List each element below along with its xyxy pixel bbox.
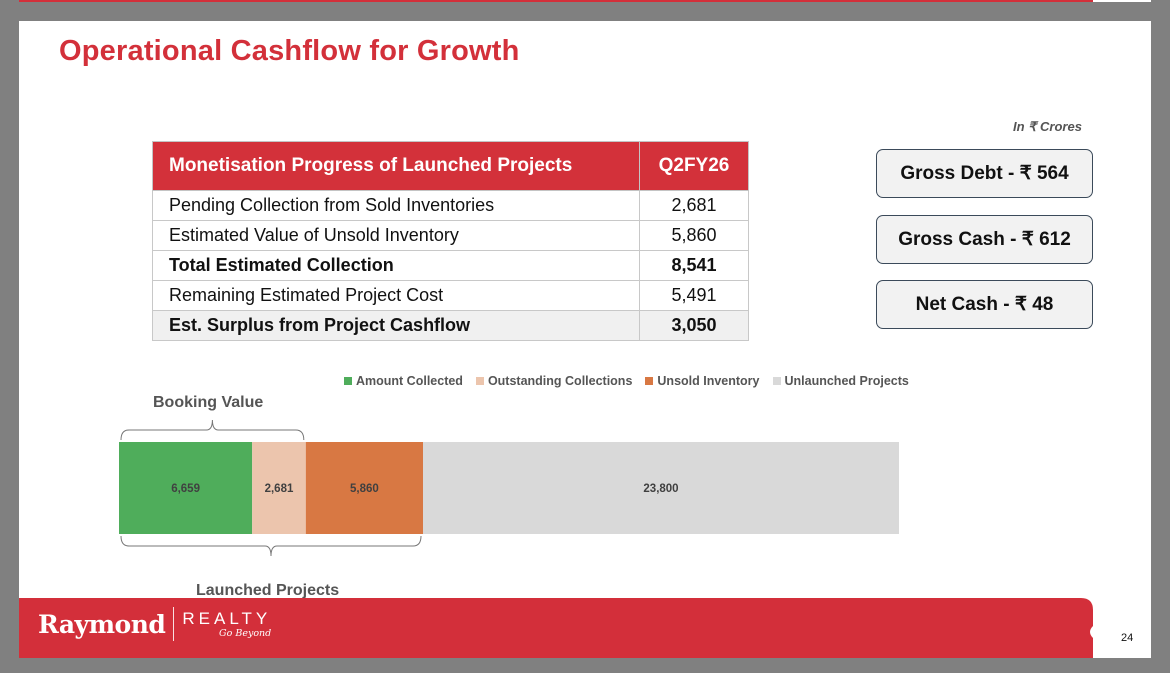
- legend-item: Amount Collected: [344, 374, 463, 388]
- booking-value-brace: [120, 419, 305, 441]
- stacked-bar-chart: 6,659 2,681 5,860 23,800: [119, 419, 899, 557]
- raymond-realty-logo: Raymond REALTY Go Beyond: [38, 607, 271, 641]
- bar-segment-unsold-inventory: [305, 442, 423, 534]
- bar-data-label: 6,659: [171, 483, 200, 495]
- row-value: 2,681: [639, 190, 749, 221]
- window-top-accent: [19, 0, 1093, 2]
- legend-swatch: [772, 377, 781, 385]
- gross-debt-box: Gross Debt - ₹ 564: [876, 149, 1093, 198]
- legend-label: Unsold Inventory: [657, 374, 760, 388]
- gross-cash-box: Gross Cash - ₹ 612: [876, 215, 1093, 264]
- legend-label: Outstanding Collections: [487, 374, 633, 388]
- booking-value-label: Booking Value: [153, 394, 264, 411]
- row-value: 5,860: [639, 220, 749, 251]
- slide-title: Operational Cashflow for Growth: [59, 35, 520, 67]
- row-value: 5,491: [639, 280, 749, 311]
- legend-label: Amount Collected: [356, 374, 463, 388]
- monetisation-table: Monetisation Progress of Launched Projec…: [152, 141, 749, 341]
- logo-divider: [173, 607, 175, 641]
- launched-projects-brace: [120, 535, 422, 557]
- row-value: 3,050: [639, 310, 749, 341]
- bar-segment-unlaunched-projects: [423, 442, 899, 534]
- bar-segment-amount-collected: [119, 442, 253, 534]
- logo-brand: Raymond: [38, 609, 166, 639]
- legend-swatch: [475, 377, 484, 385]
- legend-swatch: [645, 377, 654, 385]
- units-note: In ₹ Crores: [1013, 119, 1082, 134]
- table-row: Pending Collection from Sold Inventories…: [152, 190, 749, 221]
- table-header-row: Monetisation Progress of Launched Projec…: [152, 141, 749, 191]
- table-row: Remaining Estimated Project Cost 5,491: [152, 280, 749, 311]
- row-label: Pending Collection from Sold Inventories: [152, 190, 640, 221]
- bar-data-label: 23,800: [643, 483, 678, 495]
- row-label: Estimated Value of Unsold Inventory: [152, 220, 640, 251]
- window-top-tab: [1093, 0, 1151, 2]
- logo-tagline: Go Beyond: [219, 628, 272, 639]
- net-cash-box: Net Cash - ₹ 48: [876, 280, 1093, 329]
- row-label: Est. Surplus from Project Cashflow: [152, 310, 640, 341]
- table-row: Estimated Value of Unsold Inventory 5,860: [152, 220, 749, 251]
- row-value: 8,541: [639, 250, 749, 281]
- legend-label: Unlaunched Projects: [784, 374, 909, 388]
- slide: Operational Cashflow for Growth In ₹ Cro…: [19, 21, 1151, 658]
- table-row: Est. Surplus from Project Cashflow 3,050: [152, 310, 749, 341]
- launched-projects-label: Launched Projects: [196, 582, 340, 599]
- legend-item: Outstanding Collections: [475, 374, 633, 388]
- legend-swatch: [344, 377, 352, 385]
- logo-sub-brand: REALTY: [182, 609, 272, 628]
- page-number: 24: [1121, 632, 1134, 644]
- legend-item: Unlaunched Projects: [772, 374, 909, 388]
- chart-legend: Amount Collected Outstanding Collections U…: [344, 374, 909, 388]
- bar-segment-outstanding-collections: [252, 442, 306, 534]
- table-header-label: Monetisation Progress of Launched Projec…: [152, 141, 640, 191]
- bar-data-label: 2,681: [265, 483, 294, 495]
- footer-band: [19, 598, 1093, 658]
- bar-data-label: 5,860: [350, 483, 379, 495]
- legend-item: Unsold Inventory: [645, 374, 760, 388]
